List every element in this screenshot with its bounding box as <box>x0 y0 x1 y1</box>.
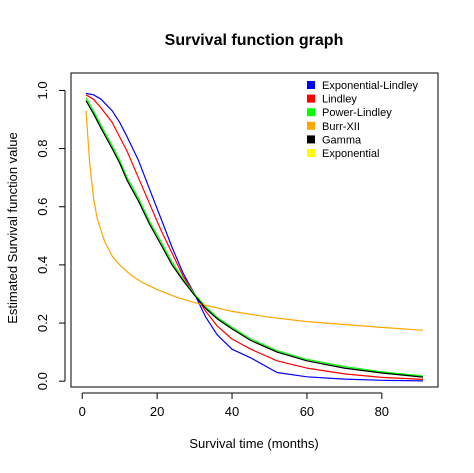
series-line-1 <box>85 94 424 380</box>
series-line-0 <box>85 92 424 382</box>
x-tick-label: 40 <box>225 404 239 419</box>
legend-swatch-1 <box>307 94 315 103</box>
legend-label-5: Exponential <box>322 148 380 160</box>
x-tick-label: 20 <box>150 404 164 419</box>
legend-label-4: Gamma <box>322 134 362 146</box>
x-tick-label: 0 <box>79 404 86 419</box>
y-tick-label: 0.8 <box>35 140 50 158</box>
legend-label-0: Exponential-Lindley <box>322 80 419 92</box>
y-tick-label: 1.0 <box>35 81 50 99</box>
legend-swatch-3 <box>307 121 315 130</box>
y-axis: 0.0 0.2 0.4 0.6 0.8 1.0 <box>35 81 66 390</box>
y-tick-label: 0.2 <box>35 314 50 332</box>
legend-label-2: Power-Lindley <box>322 107 392 119</box>
legend-swatch-4 <box>307 135 315 144</box>
plot-frame <box>70 72 439 388</box>
y-tick-label: 0.0 <box>35 372 50 390</box>
y-axis-label: Estimated Survival function value <box>5 132 20 323</box>
series-line-4 <box>85 100 424 378</box>
x-tick-label: 80 <box>375 404 389 419</box>
x-axis-label: Survival time (months) <box>189 436 318 451</box>
x-tick-label: 60 <box>300 404 314 419</box>
legend-swatch-0 <box>307 81 315 89</box>
legend-swatch-5 <box>307 149 315 157</box>
series-line-2 <box>85 97 424 377</box>
chart-title: Survival function graph <box>165 32 344 49</box>
legend-swatch-2 <box>307 108 315 117</box>
series-line-3 <box>85 110 424 331</box>
y-tick-label: 0.4 <box>35 256 50 274</box>
y-tick-label: 0.6 <box>35 198 50 216</box>
legend-label-1: Lindley <box>322 94 357 106</box>
x-axis: 0 20 40 60 80 <box>79 392 389 419</box>
legend-label-3: Burr-XII <box>322 121 360 133</box>
series-layer <box>85 92 424 382</box>
